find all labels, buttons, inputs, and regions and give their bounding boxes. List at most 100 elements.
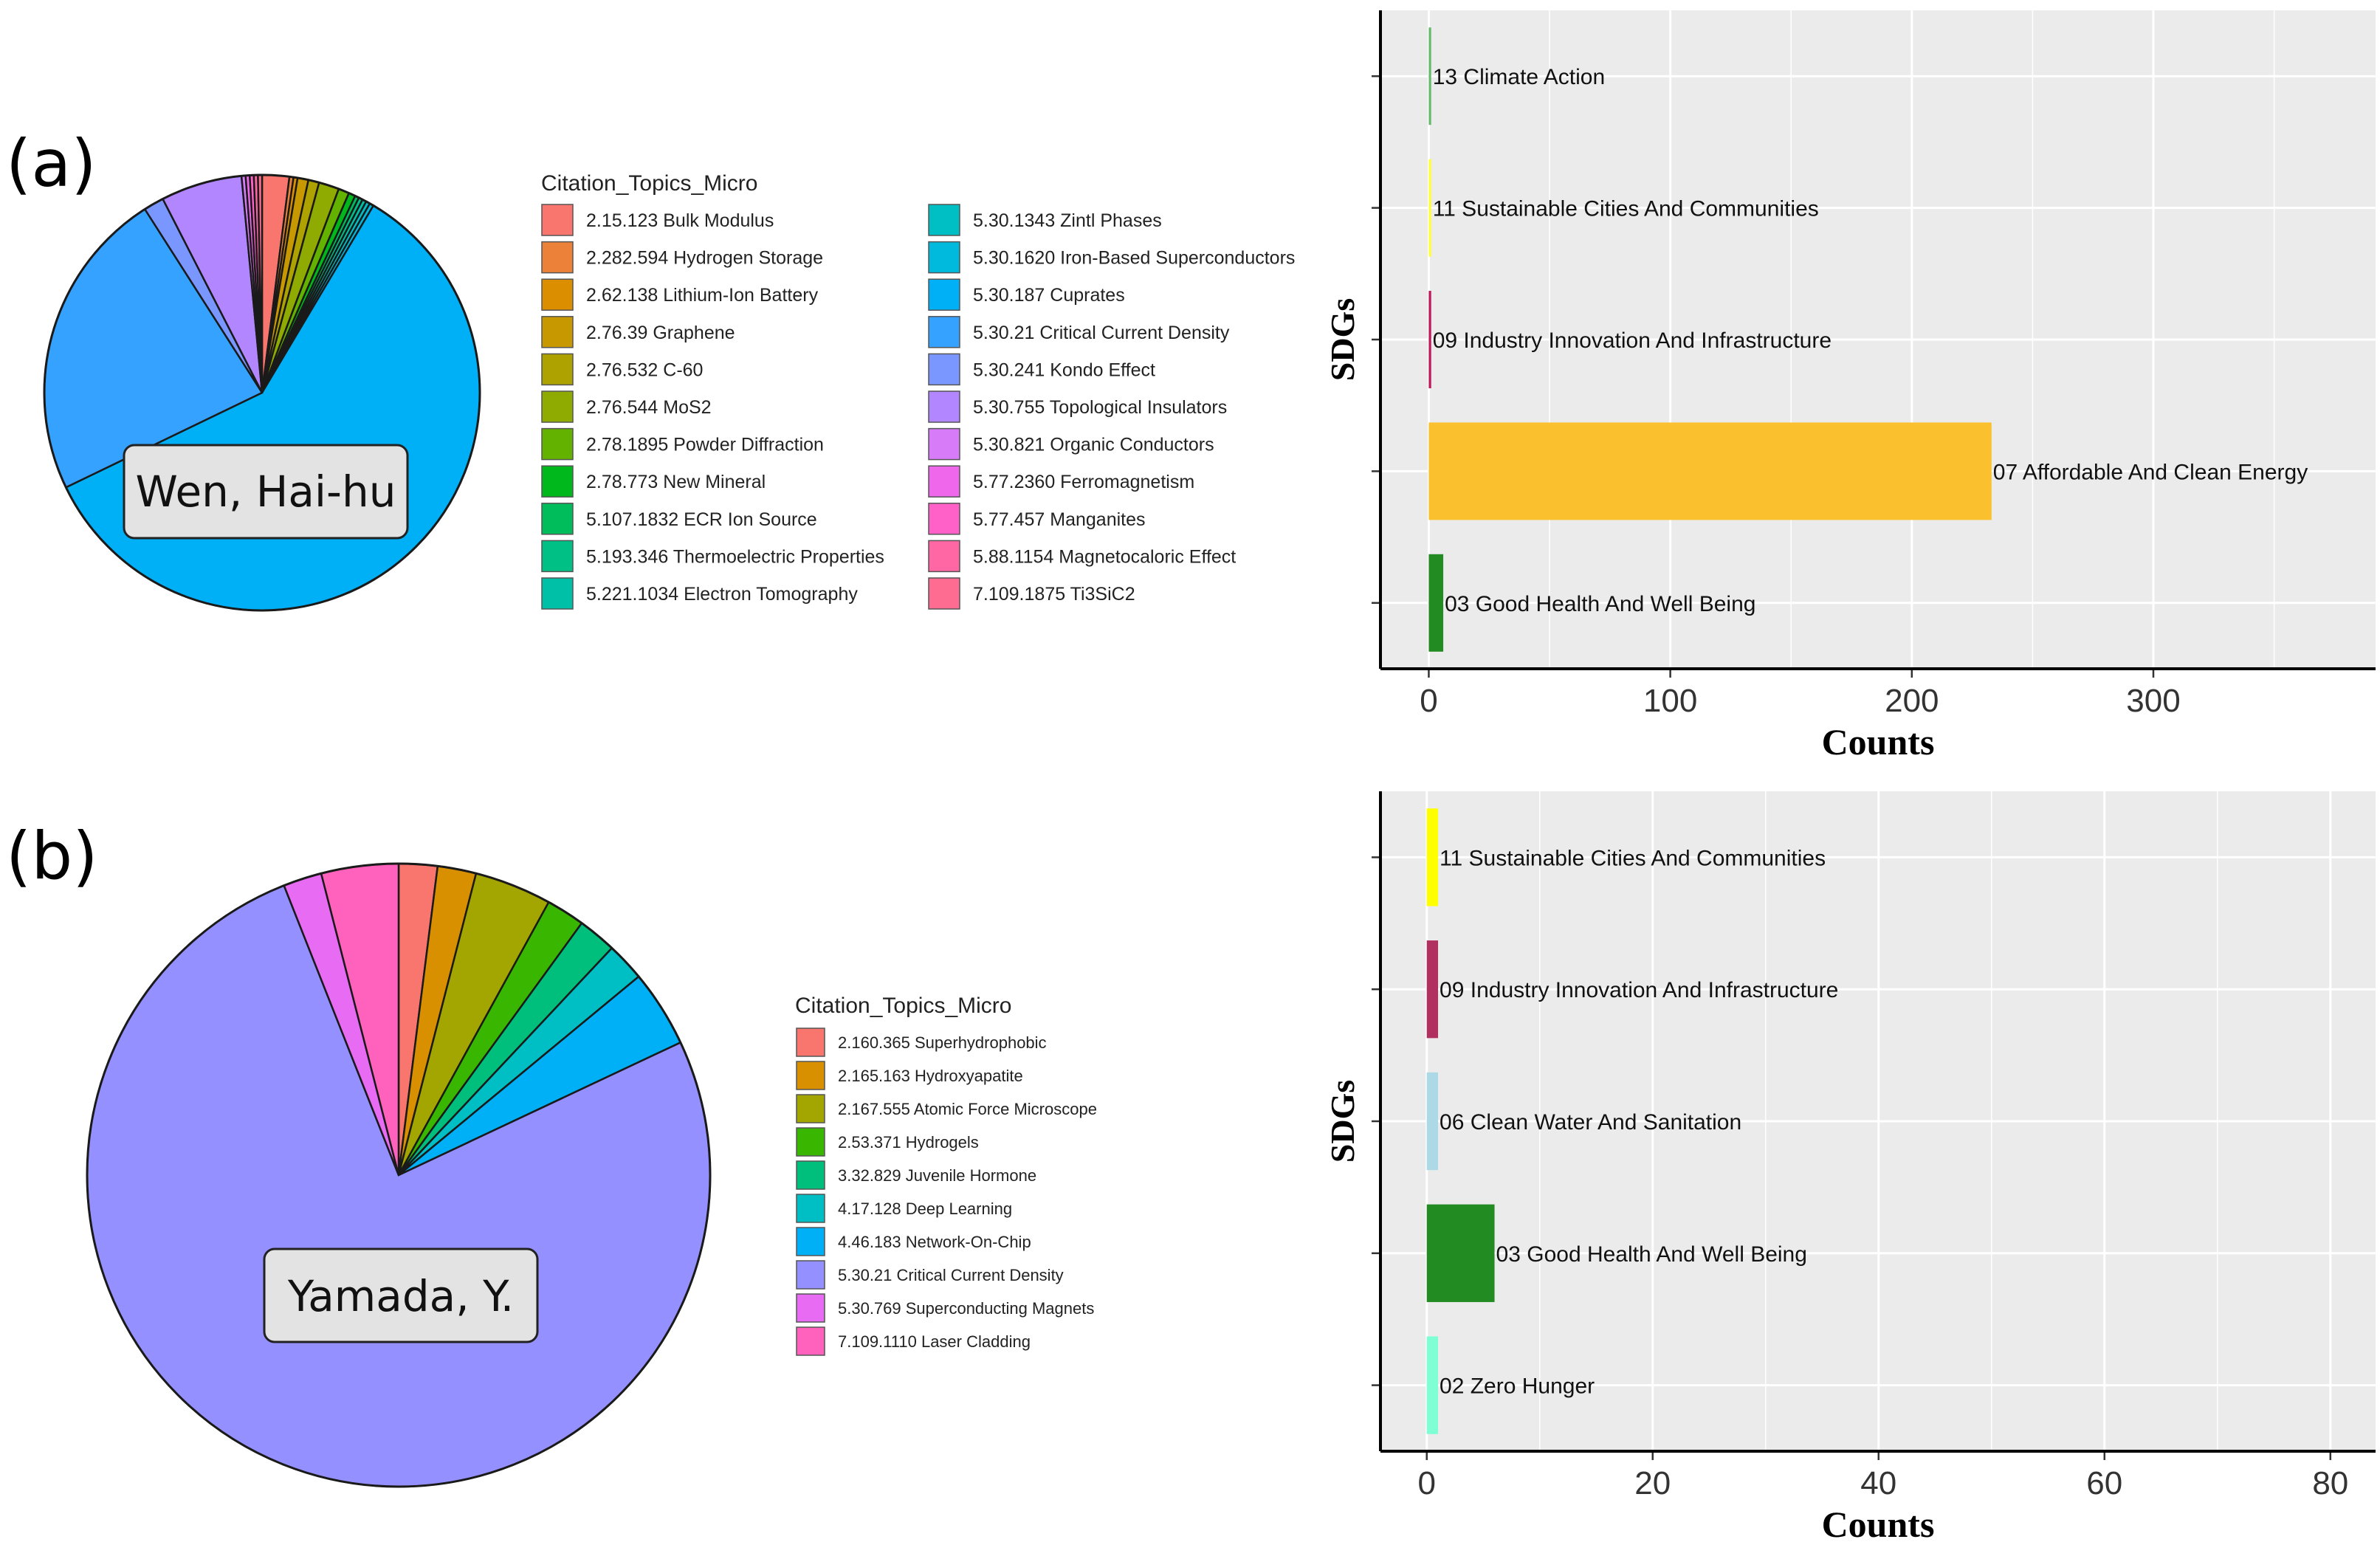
legend-a-label-19: 5.77.457 Manganites <box>973 509 1146 530</box>
bar-b-bar-label-1: 03 Good Health And Well Being <box>1496 1242 1807 1267</box>
legend-a-key-17 <box>928 427 960 461</box>
legend-a-key-12 <box>928 241 960 274</box>
bar-b-bar-0 <box>1426 1336 1439 1434</box>
bar-b-bar-label-0: 02 Zero Hunger <box>1440 1374 1595 1399</box>
bar-b-bar-4 <box>1426 808 1439 906</box>
pie-chart-b <box>86 862 712 1488</box>
bar-a-tick-label-1: 100 <box>1643 683 1697 719</box>
legend-b-label-7: 5.30.21 Critical Current Density <box>838 1266 1064 1284</box>
legend-b-key-3 <box>796 1127 825 1157</box>
legend-a-key-13 <box>928 278 960 311</box>
bar-b-bar-2 <box>1426 1072 1439 1171</box>
name-box-b-frame <box>263 1247 539 1343</box>
bar-a-bar-label-0: 03 Good Health And Well Being <box>1445 592 1755 616</box>
bar-a-bar-0 <box>1428 554 1444 652</box>
bar-a-bar-2 <box>1428 290 1431 389</box>
legend-a-key-16 <box>928 390 960 423</box>
legend-b-key-5 <box>796 1194 825 1223</box>
legend-a: 2.15.123 Bulk Modulus 2.282.594 Hydrogen … <box>541 204 1295 610</box>
bar-a-bar-label-3: 11 Sustainable Cities And Communities <box>1433 197 1819 221</box>
legend-a-key-2 <box>541 278 574 311</box>
legend-a-label-3: 2.76.39 Graphene <box>586 323 735 343</box>
legend-a-key-18 <box>928 465 960 498</box>
legend-a-label-8: 5.107.1832 ECR Ion Source <box>586 509 817 530</box>
bar-a-tick-label-0: 0 <box>1420 683 1437 719</box>
bar-a-bar-label-1: 07 Affordable And Clean Energy <box>1993 460 2308 484</box>
legend-b-label-8: 5.30.769 Superconducting Magnets <box>838 1299 1094 1318</box>
legend-a-key-0 <box>541 204 574 236</box>
legend-a-label-16: 5.30.755 Topological Insulators <box>973 397 1227 418</box>
legend-a-key-11 <box>928 204 960 236</box>
legend-b-key-1 <box>796 1061 825 1090</box>
legend-b-label-3: 2.53.371 Hydrogels <box>838 1133 979 1152</box>
legend-b-key-8 <box>796 1293 825 1323</box>
legend-a-label-15: 5.30.241 Kondo Effect <box>973 359 1155 380</box>
legend-a-key-4 <box>541 353 574 386</box>
legend-a-key-19 <box>928 503 960 535</box>
legend-a-label-11: 5.30.1343 Zintl Phases <box>973 210 1162 231</box>
legend-a-key-1 <box>541 241 574 274</box>
legend-a-label-6: 2.78.1895 Powder Diffraction <box>586 435 824 455</box>
legend-a-label-17: 5.30.821 Organic Conductors <box>973 435 1214 455</box>
legend-b-label-4: 3.32.829 Juvenile Hormone <box>838 1166 1036 1185</box>
legend-a-label-10: 5.221.1034 Electron Tomography <box>586 584 858 605</box>
legend-a-label-12: 5.30.1620 Iron-Based Superconductors <box>973 248 1295 269</box>
legend-a-key-15 <box>928 353 960 386</box>
bar-b-tick-label-3: 60 <box>2086 1465 2122 1501</box>
legend-a-key-14 <box>928 316 960 348</box>
bar-a-tick-label-3: 300 <box>2126 683 2180 719</box>
name-label-a: Wen, Hai-hu <box>136 467 396 517</box>
legend-a-label-1: 2.282.594 Hydrogen Storage <box>586 248 823 269</box>
bar-a-bar-label-4: 13 Climate Action <box>1433 65 1605 89</box>
name-label-b: Yamada, Y. <box>287 1271 514 1321</box>
bar-b-tick-label-1: 20 <box>1634 1465 1671 1501</box>
bar-b-tick-label-4: 80 <box>2312 1465 2348 1501</box>
legend-b-label-0: 2.160.365 Superhydrophobic <box>838 1033 1047 1052</box>
legend-b-label-1: 2.165.163 Hydroxyapatite <box>838 1067 1023 1085</box>
bar-a-bar-1 <box>1428 422 1992 520</box>
panel-label-a: (a) <box>6 125 97 202</box>
bar-b-tick-label-0: 0 <box>1417 1465 1435 1501</box>
legend-b-label-2: 2.167.555 Atomic Force Microscope <box>838 1100 1097 1118</box>
legend-b-key-9 <box>796 1326 825 1356</box>
legend-b-key-4 <box>796 1160 825 1190</box>
legend-a-label-20: 5.88.1154 Magnetocaloric Effect <box>973 546 1236 567</box>
pie-a-outline <box>43 173 481 612</box>
bar-b-bar-label-4: 11 Sustainable Cities And Communities <box>1440 846 1826 870</box>
legend-b-key-6 <box>796 1227 825 1256</box>
bar-b-bar-1 <box>1426 1204 1495 1302</box>
name-box-a-frame <box>123 444 409 540</box>
legend-a-key-20 <box>928 540 960 573</box>
legend-a-key-3 <box>541 316 574 348</box>
legend-b-label-5: 4.17.128 Deep Learning <box>838 1199 1012 1218</box>
bar-b-tick-label-2: 40 <box>1860 1465 1896 1501</box>
bar-b-y-title: SDGs <box>1324 1080 1361 1163</box>
legend-a-label-18: 5.77.2360 Ferromagnetism <box>973 472 1194 492</box>
legend-a-key-5 <box>541 390 574 423</box>
legend-a-label-2: 2.62.138 Lithium-Ion Battery <box>586 285 819 306</box>
bar-b-x-title: Counts <box>1822 1504 1935 1542</box>
legend-a-label-7: 2.78.773 New Mineral <box>586 472 766 492</box>
name-box-b: Yamada, Y. <box>263 1247 539 1343</box>
legend-b-key-0 <box>796 1028 825 1057</box>
bar-b-bar-label-3: 09 Industry Innovation And Infrastructur… <box>1440 978 1838 1002</box>
legend-a-key-10 <box>541 577 574 610</box>
bar-chart-b: 0 20 40 60 80 02 Zero Hunger 03 Good Health An… <box>1324 791 2376 1542</box>
legend-a-label-14: 5.30.21 Critical Current Density <box>973 323 1230 343</box>
legend-b-key-7 <box>796 1260 825 1290</box>
bar-a-bar-4 <box>1428 27 1431 125</box>
bar-a-bar-3 <box>1428 159 1431 257</box>
name-box-a: Wen, Hai-hu <box>123 444 409 540</box>
bar-a-bar-label-2: 09 Industry Innovation And Infrastructur… <box>1433 328 1832 353</box>
bar-chart-a: 0 100 200 300 03 Good Health And Well Being 0… <box>1324 10 2376 763</box>
pie-chart-a <box>43 173 481 612</box>
pie-b-outline <box>86 862 712 1488</box>
bar-a-tick-label-2: 200 <box>1885 683 1939 719</box>
legend-a-label-13: 5.30.187 Cuprates <box>973 285 1125 306</box>
legend-title-a: Citation_Topics_Micro <box>541 171 757 196</box>
legend-a-label-9: 5.193.346 Thermoelectric Properties <box>586 546 884 567</box>
bar-a-y-title: SDGs <box>1324 298 1361 381</box>
bar-b-bar-label-2: 06 Clean Water And Sanitation <box>1440 1110 1741 1135</box>
legend-a-key-21 <box>928 577 960 610</box>
